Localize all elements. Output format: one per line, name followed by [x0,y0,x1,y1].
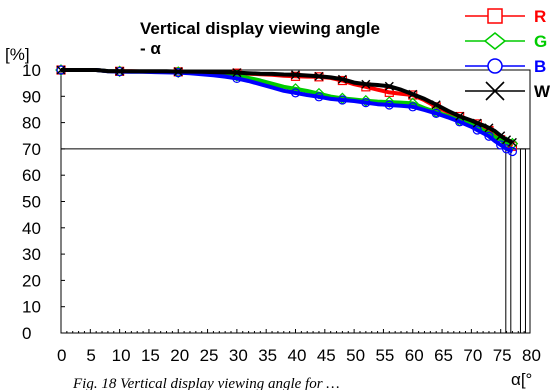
data-point-B [361,98,371,108]
legend-marker-B [487,58,503,74]
data-point-G [360,94,372,107]
data-point-W [56,65,66,75]
legend-marker-G [483,32,507,50]
x-tick-label: 55 [375,346,394,365]
data-point-W [496,131,506,141]
series-W [56,65,517,147]
y-tick-label: 10 [22,61,41,80]
y-tick-label: 80 [22,114,41,133]
x-tick-label: 45 [317,346,336,365]
data-point-W [232,68,242,78]
x-tick-label: 20 [170,346,189,365]
data-point-B [337,95,347,105]
data-point-W [502,135,512,145]
x-tick-label: 75 [493,346,512,365]
y-tick-label: 40 [22,219,41,238]
x-tick-label: 50 [346,346,365,365]
data-point-W [484,123,494,133]
data-point-W [361,79,371,89]
x-tick-label: 40 [288,346,307,365]
data-point-W [507,137,517,147]
data-point-W [408,89,418,99]
vertical-marker [505,148,512,334]
data-point-W [337,74,347,84]
legend-marker-W [485,81,505,101]
x-tick-label: 70 [463,346,482,365]
y-tick-label: 70 [22,140,41,159]
legend-label-W: W [534,82,551,101]
x-tick-label: 5 [86,346,95,365]
data-point-B [501,144,512,154]
vertical-markers [505,148,526,334]
x-tick-label: 65 [434,346,453,365]
x-tick-label: 15 [141,346,160,365]
data-point-W [455,111,465,121]
y-tick-label: 90 [22,87,41,106]
y-tick-label: 60 [22,166,41,185]
y-axis-label: [%] [5,45,30,64]
data-point-B [431,108,441,118]
data-point-B [384,100,394,110]
data-point-W [472,118,482,128]
data-point-B [408,102,418,112]
figure-caption: Fig. 18 Vertical display viewing angle f… [72,376,340,390]
y-tick-label: 50 [22,193,41,212]
legend-label-B: B [534,57,546,76]
data-point-W [291,70,300,80]
y-tick-label: 20 [22,271,41,290]
x-tick-label: 10 [112,346,131,365]
series-line-W [61,68,514,145]
y-tick-label: 0 [22,324,31,343]
plot-frame [60,69,531,334]
data-point-G [383,96,396,108]
y-tick-label: 30 [22,245,41,264]
y-tick-labels: 0 10 20 30 40 50 60 70 80 90 10 [22,61,41,343]
data-point-W [384,81,394,91]
data-point-W [173,67,183,77]
y-tick-label: 10 [22,298,41,317]
chart-title-line1: Vertical display viewing angle [140,19,380,38]
series-lines [55,64,519,157]
x-tick-label: 25 [200,346,219,365]
legend-label-R: R [534,7,546,26]
data-point-B [507,146,518,157]
data-point-W [314,71,324,81]
data-point-B [290,88,301,98]
data-point-W [431,100,441,110]
x-tick-label: 80 [522,346,541,365]
legend-marker-R [487,8,503,24]
data-point-B [472,125,482,135]
legend-label-G: G [534,32,547,51]
vertical-marker [519,148,526,334]
series-line-G [61,68,513,146]
chart-title-line2: - α [140,39,161,58]
series-R [56,65,518,151]
axis-ticks [60,69,531,334]
data-point-W [115,66,125,76]
x-axis-label: α[° [511,370,532,389]
data-point-B [484,131,494,141]
x-tick-label: 60 [405,346,424,365]
x-tick-label: 30 [229,346,248,365]
x-tick-label: 35 [258,346,277,365]
x-tick-labels: 0 5 10 15 20 25 30 35 40 45 50 55 60 65 70 75 80 [57,346,541,365]
data-point-B [314,92,324,102]
x-tick-label: 0 [57,346,66,365]
